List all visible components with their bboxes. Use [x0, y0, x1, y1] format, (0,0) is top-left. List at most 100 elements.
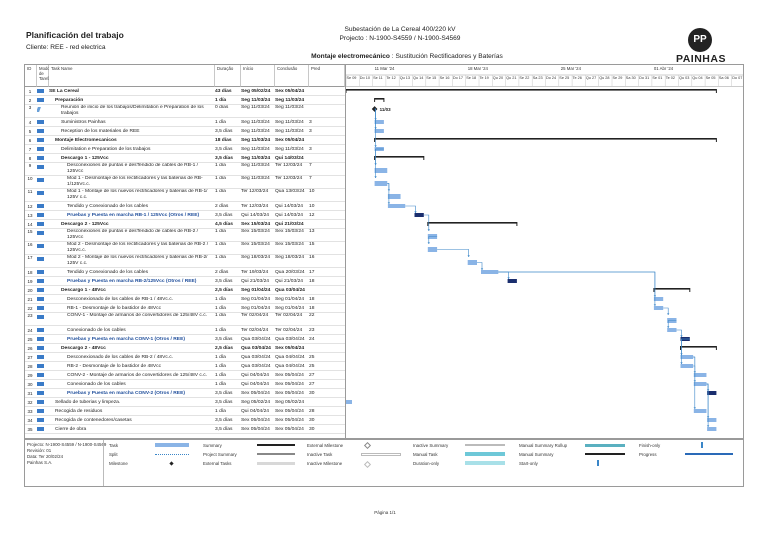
task-start[interactable]: Ter 12/03/24	[241, 189, 269, 194]
task-name[interactable]: Pruebas y Puesta en marcha CONV-2 (Otros…	[67, 391, 185, 396]
task-predecessor[interactable]: 18	[309, 279, 315, 284]
task-row[interactable]: 33 Recogida de residuos 1 día Qui 04/04/24 S…	[25, 407, 345, 416]
task-name[interactable]: Descargo 1 - 48Vcc	[61, 288, 106, 293]
task-start[interactable]: Qua 03/04/24	[241, 337, 271, 342]
task-finish[interactable]: Seg 11/03/24	[275, 98, 305, 103]
task-name[interactable]: Pruebas y Puesta en marcha CONV-1 (Otros…	[67, 337, 185, 342]
task-finish[interactable]: Qui 14/03/24	[275, 204, 304, 209]
task-row[interactable]: 4 Suministros Painhas 1 día Seg 11/03/24 Seg…	[25, 118, 345, 127]
task-finish[interactable]: Seg 11/03/24	[275, 147, 304, 152]
task-name[interactable]: SE La Cereal	[49, 89, 79, 94]
task-predecessor[interactable]: 30	[309, 418, 315, 423]
task-duration[interactable]: 3,5 días	[215, 129, 233, 134]
task-row[interactable]: 34 Recogida de contenedores/casetas 3,5 dí…	[25, 416, 345, 425]
task-duration[interactable]: 1 día	[215, 176, 226, 181]
task-predecessor[interactable]: 16	[309, 255, 315, 260]
task-start[interactable]: Seg 11/03/24	[241, 163, 270, 168]
task-row[interactable]: 2 Preparación 1 día Seg 11/03/24 Seg 11/03/2…	[25, 96, 345, 105]
task-start[interactable]: Seg 18/03/24	[241, 255, 271, 260]
task-row[interactable]: 8 Descargo 1 - 125Vcc 3,5 días Seg 11/03/24…	[25, 154, 345, 163]
task-name[interactable]: Desconexionado de los cables de RB-1 / 4…	[67, 297, 174, 302]
task-predecessor[interactable]: 7	[309, 176, 312, 181]
task-row[interactable]: 15 Desconexiones de puntas e desTendido d…	[25, 229, 345, 242]
task-name[interactable]: Tendido y Conexionado de los cables	[67, 270, 149, 275]
task-predecessor[interactable]	[309, 136, 319, 144]
task-row[interactable]: 17 Mod 2 - Montaje de los nuevos rectific…	[25, 255, 345, 268]
task-row[interactable]: 23 CONV-1 - Montaje de armarios de conver…	[25, 313, 345, 326]
task-predecessor[interactable]	[309, 105, 319, 117]
task-finish[interactable]: Qui 21/03/24	[275, 222, 304, 227]
task-duration[interactable]: 3,5 días	[215, 147, 233, 152]
task-predecessor[interactable]: 10	[309, 189, 315, 194]
task-duration[interactable]: 2,5 días	[215, 346, 233, 351]
task-finish[interactable]: Sex 05/04/24	[275, 427, 304, 432]
task-duration[interactable]: 1 día	[215, 189, 226, 194]
task-row[interactable]: 32 Sellado de tuberias y limpeza. 3,5 días…	[25, 398, 345, 407]
task-finish[interactable]: Qua 03/04/24	[275, 337, 305, 342]
task-start[interactable]: Seg 05/02/24	[241, 400, 271, 405]
task-predecessor[interactable]: 10	[309, 204, 315, 209]
task-row[interactable]: 18 Tendido y Conexionado de los cables 2 d…	[25, 268, 345, 277]
col-mode-header[interactable]: Modo de Tarefa	[37, 65, 51, 87]
task-name[interactable]: Pruebas y Puesta en marcha RB-1 / 125Vcc…	[67, 213, 200, 218]
task-finish[interactable]: Sex 05/04/24	[275, 138, 305, 143]
task-duration[interactable]: 2 días	[215, 204, 229, 209]
task-name[interactable]: Mod 2 - Desmontaje de los rectificadores…	[67, 242, 209, 253]
task-row[interactable]: 29 CONV-2 - Montaje de armarios de conver…	[25, 371, 345, 380]
task-finish[interactable]: Sex 15/03/24	[275, 229, 304, 234]
task-finish[interactable]: Seg 01/04/24	[275, 297, 305, 302]
task-predecessor[interactable]: 18	[309, 297, 315, 302]
task-predecessor[interactable]: 24	[309, 337, 315, 342]
task-predecessor[interactable]: 18	[309, 306, 315, 311]
task-finish[interactable]: Sex 05/04/24	[275, 346, 305, 351]
task-duration[interactable]: 3,5 días	[215, 213, 233, 218]
task-duration[interactable]: 1 día	[215, 229, 226, 234]
task-name[interactable]: Desconexionado de los cables de RB-2 / 4…	[67, 355, 174, 360]
task-name[interactable]: Suministros Painhas	[61, 120, 106, 125]
task-predecessor[interactable]: 25	[309, 355, 315, 360]
task-name[interactable]: Cierre de obra	[55, 427, 87, 432]
task-start[interactable]: Ter 12/03/24	[241, 204, 269, 209]
task-start[interactable]: Sex 05/04/24	[241, 391, 270, 396]
task-name[interactable]: CONV-2 - Montaje de armarios de converti…	[67, 373, 207, 378]
task-finish[interactable]: Qui 21/03/24	[275, 279, 304, 284]
task-finish[interactable]: Qua 04/04/24	[275, 355, 305, 360]
task-predecessor[interactable]: 15	[309, 242, 315, 247]
task-finish[interactable]: Ter 12/03/24	[275, 176, 303, 181]
task-row[interactable]: 22 RB-1 - Desmontaje de lo bastidor de 48…	[25, 304, 345, 313]
task-finish[interactable]: Sex 05/04/24	[275, 418, 304, 423]
task-finish[interactable]: Qua 03/04/24	[275, 288, 305, 293]
task-start[interactable]: Seg 05/02/24	[241, 89, 271, 94]
task-name[interactable]: RB-1 - Desmontaje de lo bastidor de 48Vc…	[67, 306, 162, 311]
task-row[interactable]: 25 Pruebas y Puesta en marcha CONV-1 (Otr…	[25, 335, 345, 344]
task-start[interactable]: Seg 01/04/24	[241, 306, 271, 311]
task-start[interactable]: Qui 04/04/24	[241, 373, 270, 378]
task-row[interactable]: 6 Montaje Electromecanicos 18 días Seg 11/0…	[25, 136, 345, 145]
task-name[interactable]: Conexionado de los cables	[67, 382, 126, 387]
task-finish[interactable]: Ter 12/03/24	[275, 163, 303, 168]
task-finish[interactable]: Sex 15/03/24	[275, 242, 304, 247]
task-predecessor[interactable]	[309, 220, 319, 228]
task-duration[interactable]: 3,5 días	[215, 279, 233, 284]
task-row[interactable]: 1 SE La Cereal 43 días Seg 05/02/24 Sex 05/0…	[25, 87, 345, 96]
task-start[interactable]: Seg 01/04/24	[241, 297, 271, 302]
task-duration[interactable]: 1 día	[215, 373, 226, 378]
task-finish[interactable]: Qui 14/03/24	[275, 156, 304, 161]
task-start[interactable]: Sex 15/03/24	[241, 222, 271, 227]
task-duration[interactable]: 2 días	[215, 270, 229, 275]
task-duration[interactable]: 3,5 días	[215, 156, 233, 161]
task-finish[interactable]: Seg 11/03/24	[275, 129, 304, 134]
task-name[interactable]: Descargo 1 - 125Vcc	[61, 156, 109, 161]
task-row[interactable]: 24 Conexionado de los cables 1 día Ter 02/0…	[25, 326, 345, 335]
task-start[interactable]: Ter 02/04/24	[241, 313, 269, 318]
task-duration[interactable]: 1 día	[215, 364, 226, 369]
task-name[interactable]: Reception de los materiales de REE	[61, 129, 140, 134]
task-start[interactable]: Qui 04/04/24	[241, 409, 270, 414]
pane-divider[interactable]	[345, 65, 346, 438]
task-duration[interactable]: 1 día	[215, 355, 226, 360]
task-row[interactable]: 35 Cierre de obra 3,5 días Sex 05/04/24 Sex …	[25, 425, 345, 434]
task-start[interactable]: Seg 11/03/24	[241, 120, 270, 125]
task-finish[interactable]: Sex 05/04/24	[275, 391, 304, 396]
task-start[interactable]: Sex 15/03/24	[241, 242, 270, 247]
task-duration[interactable]: 1 día	[215, 306, 226, 311]
